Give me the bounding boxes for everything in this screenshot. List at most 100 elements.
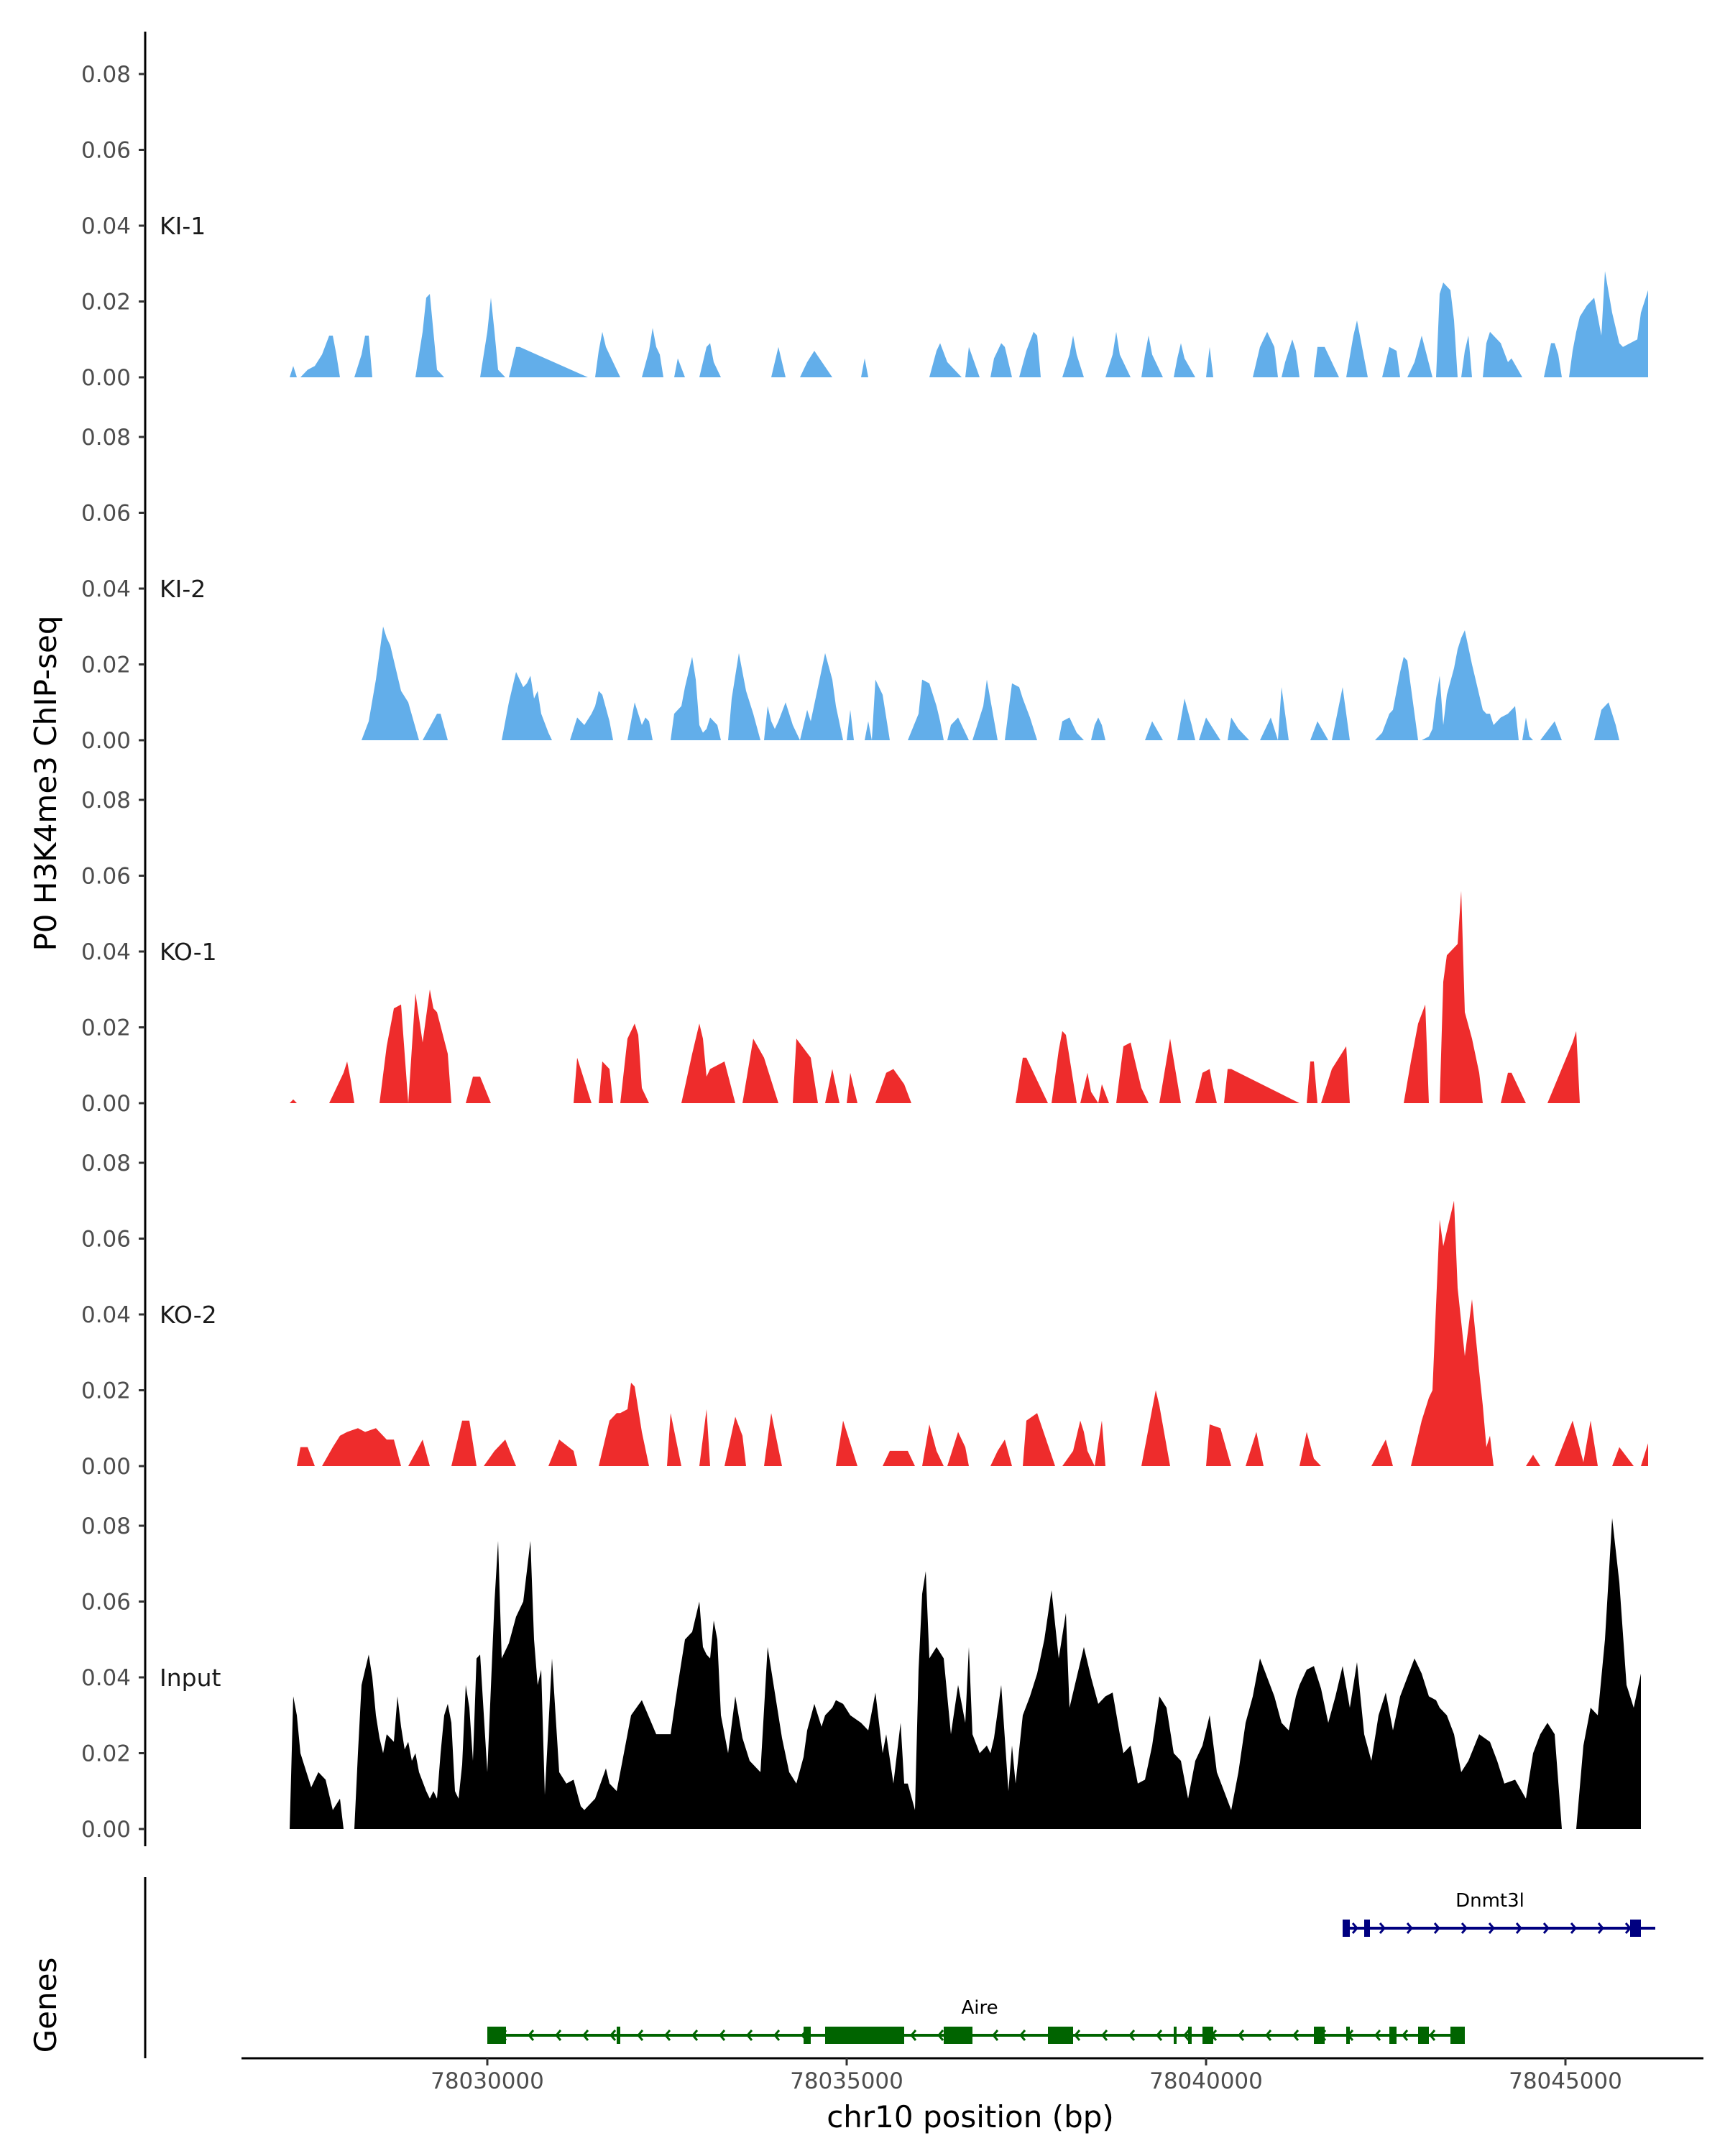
track-label: KI-2 (160, 575, 206, 603)
y-tick-label: 0.04 (81, 213, 131, 239)
x-tick-label: 78040000 (1149, 2068, 1263, 2094)
strand-arrow (1433, 1922, 1440, 1934)
exon (1389, 2027, 1397, 2044)
gene-label: Dnmt3l (1455, 1890, 1524, 1912)
strand-arrow (992, 2030, 999, 2041)
y-tick-label: 0.06 (81, 501, 131, 527)
strand-arrow (1128, 2030, 1136, 2041)
strand-arrow (1019, 2030, 1026, 2041)
strand-arrow (1379, 1922, 1386, 1934)
y-tick-label: 0.02 (81, 1378, 131, 1404)
y-tick-label: 0.00 (81, 728, 131, 754)
track-ki-2: 0.00 0.02 0.04 0.06 0.08 KI-2 (81, 395, 1627, 757)
strand-arrow (1597, 1922, 1604, 1934)
exon (1314, 2027, 1325, 2044)
strand-arrow (1406, 1922, 1413, 1934)
exon (944, 2027, 972, 2044)
strand-arrow (719, 2030, 726, 2041)
y-tick-label: 0.06 (81, 138, 131, 164)
gene-aire: Aire (487, 1997, 1465, 2044)
strand-arrow (910, 2030, 917, 2041)
y-tick-label: 0.02 (81, 1015, 131, 1041)
track-ki-1: 0.00 0.02 0.04 0.06 0.08 KI-1 (81, 32, 1648, 395)
genes-panel: 78030000 78035000 78040000 78045000 Dnmt3l Ai… (144, 1877, 1703, 2094)
strand-arrow (1488, 1922, 1495, 1934)
track-label: Input (160, 1664, 221, 1692)
strand-arrow (1402, 2030, 1409, 2041)
strand-arrow (610, 2030, 617, 2041)
y-tick-label: 0.00 (81, 1091, 131, 1117)
x-tick-label: 78045000 (1509, 2068, 1622, 2094)
exon (1346, 2027, 1350, 2044)
strand-arrow (1265, 2030, 1272, 2041)
strand-arrow (1351, 1922, 1358, 1934)
exon (1343, 1920, 1350, 1937)
strand-arrow (746, 2030, 753, 2041)
y-tick-label: 0.04 (81, 1665, 131, 1691)
x-tick-label: 78035000 (790, 2068, 903, 2094)
exon (1418, 2027, 1429, 2044)
strand-arrow (664, 2030, 671, 2041)
signal-area (297, 1200, 1648, 1466)
track-label: KO-2 (160, 1301, 217, 1329)
y-axis-title: P0 H3K4me3 ChIP-seq (28, 615, 63, 951)
strand-arrow (1101, 2030, 1108, 2041)
y-tick-label: 0.08 (81, 788, 131, 814)
strand-arrow (528, 2030, 535, 2041)
gene-label: Aire (961, 1997, 998, 2019)
signal-area (362, 626, 1627, 740)
exon (1188, 2027, 1192, 2044)
x-axis-title: chr10 position (bp) (827, 2099, 1114, 2134)
strand-arrow (1183, 2030, 1190, 2041)
strand-arrow (773, 2030, 781, 2041)
y-tick-label: 0.06 (81, 864, 131, 890)
y-tick-label: 0.08 (81, 425, 131, 451)
y-tick-label: 0.04 (81, 1302, 131, 1328)
track-label: KO-1 (160, 938, 217, 966)
y-tick-label: 0.02 (81, 653, 131, 678)
strand-arrow (1570, 1922, 1577, 1934)
strand-arrow (691, 2030, 699, 2041)
tracks-panel: 0.00 0.02 0.04 0.06 0.08 KI-1 0.00 0.02 0.04 0.06… (81, 32, 1648, 1846)
y-tick-label: 0.06 (81, 1590, 131, 1616)
genes-axis-title: Genes (28, 1958, 63, 2053)
strand-arrow (937, 2030, 944, 2041)
exon (1364, 1920, 1370, 1937)
signal-area (290, 1518, 1641, 1829)
exon (1174, 2027, 1177, 2044)
exon (1202, 2027, 1213, 2044)
strand-arrow (637, 2030, 644, 2041)
y-tick-label: 0.04 (81, 576, 131, 602)
exon (1048, 2027, 1073, 2044)
signal-area (290, 890, 1591, 1103)
y-tick-label: 0.04 (81, 939, 131, 965)
track-ko-2: 0.00 0.02 0.04 0.06 0.08 KO-2 (81, 1120, 1648, 1483)
strand-arrow (1515, 1922, 1522, 1934)
y-tick-label: 0.00 (81, 1454, 131, 1480)
y-tick-label: 0.00 (81, 1817, 131, 1843)
exon (825, 2027, 904, 2044)
strand-arrow (1542, 1922, 1550, 1934)
exon (617, 2027, 620, 2044)
strand-arrow (582, 2030, 589, 2041)
exon (804, 2027, 811, 2044)
y-tick-label: 0.02 (81, 1741, 131, 1767)
track-label: KI-1 (160, 212, 206, 240)
y-tick-label: 0.06 (81, 1227, 131, 1253)
y-tick-label: 0.08 (81, 1514, 131, 1539)
exon (1630, 1920, 1641, 1937)
gene-dnmt3l: Dnmt3l (1343, 1890, 1655, 1937)
y-tick-label: 0.08 (81, 62, 131, 88)
y-tick-label: 0.00 (81, 365, 131, 391)
exon (1450, 2027, 1465, 2044)
track-input: 0.00 0.02 0.04 0.06 0.08 Input (81, 1483, 1641, 1846)
y-tick-label: 0.02 (81, 290, 131, 315)
strand-arrow (1156, 2030, 1163, 2041)
strand-arrow (1429, 2030, 1436, 2041)
track-ko-1: 0.00 0.02 0.04 0.06 0.08 KO-1 (81, 757, 1591, 1120)
strand-arrow (1074, 2030, 1081, 2041)
exon (487, 2027, 506, 2044)
y-tick-label: 0.08 (81, 1151, 131, 1176)
strand-arrow (1292, 2030, 1300, 2041)
strand-arrow (1374, 2030, 1381, 2041)
